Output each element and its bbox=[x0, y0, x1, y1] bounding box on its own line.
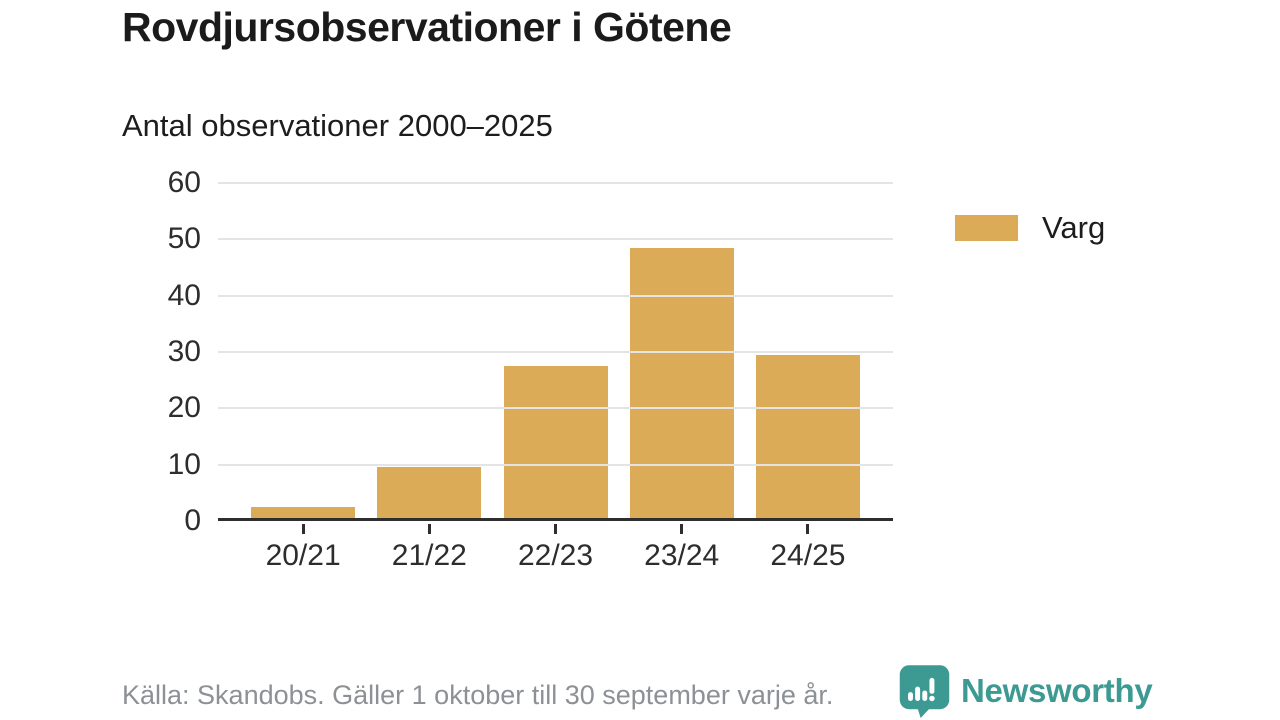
newsworthy-branding: Newsworthy bbox=[897, 663, 1153, 718]
x-slot-23/24: 23/24 bbox=[619, 524, 745, 573]
chart-title: Rovdjursobservationer i Götene bbox=[122, 4, 732, 50]
legend: Varg bbox=[955, 210, 1105, 246]
bar-23/24 bbox=[629, 247, 734, 518]
newsworthy-logo-icon bbox=[897, 663, 952, 718]
x-tick-21/22 bbox=[427, 524, 431, 534]
bar-24/25 bbox=[755, 354, 860, 518]
y-tick-label-40: 40 bbox=[167, 278, 201, 312]
bar-22/23 bbox=[503, 365, 608, 518]
bar-slot-22/23 bbox=[492, 183, 618, 518]
x-axis: 20/21 21/22 22/23 23/24 24/25 bbox=[218, 524, 893, 573]
newsworthy-wordmark: Newsworthy bbox=[961, 671, 1153, 709]
gridline-10 bbox=[218, 463, 893, 466]
bar-slot-24/25 bbox=[745, 183, 871, 518]
x-tick-20/21 bbox=[301, 524, 305, 534]
y-tick-label-0: 0 bbox=[184, 504, 201, 537]
y-tick-label-10: 10 bbox=[167, 447, 201, 481]
x-tick-23/24 bbox=[680, 524, 684, 534]
legend-label-varg: Varg bbox=[1042, 210, 1106, 245]
x-tick-label-20/21: 20/21 bbox=[265, 539, 341, 572]
bars-container bbox=[218, 183, 893, 518]
y-tick-label-20: 20 bbox=[167, 391, 201, 425]
bar-slot-21/22 bbox=[366, 183, 492, 518]
gridline-50 bbox=[218, 238, 893, 241]
bar-20/21 bbox=[251, 506, 356, 518]
x-slot-22/23: 22/23 bbox=[492, 524, 618, 573]
x-slot-21/22: 21/22 bbox=[366, 524, 492, 573]
chart-subtitle: Antal observationer 2000–2025 bbox=[122, 108, 553, 143]
gridline-60 bbox=[218, 182, 893, 184]
x-tick-24/25 bbox=[806, 524, 810, 534]
gridline-20 bbox=[218, 407, 893, 410]
source-note: Källa: Skandobs. Gäller 1 oktober till 3… bbox=[122, 680, 834, 710]
y-tick-label-50: 50 bbox=[167, 222, 201, 256]
y-tick-label-30: 30 bbox=[167, 335, 201, 368]
x-tick-label-23/24: 23/24 bbox=[644, 539, 720, 572]
gridline-30 bbox=[218, 351, 893, 353]
plot-area: 0 10 20 30 40 50 60 bbox=[168, 168, 893, 536]
bar-slot-20/21 bbox=[240, 183, 366, 518]
bar-21/22 bbox=[377, 467, 482, 518]
x-slot-20/21: 20/21 bbox=[240, 524, 366, 573]
gridline-40 bbox=[218, 294, 893, 297]
x-tick-label-22/23: 22/23 bbox=[517, 539, 594, 572]
x-slot-24/25: 24/25 bbox=[745, 524, 871, 573]
x-tick-label-24/25: 24/25 bbox=[770, 539, 846, 572]
x-tick-label-21/22: 21/22 bbox=[391, 539, 467, 572]
x-tick-22/23 bbox=[554, 524, 557, 534]
y-tick-label-60: 60 bbox=[167, 166, 201, 199]
bar-slot-23/24 bbox=[619, 183, 745, 518]
legend-swatch-varg bbox=[955, 215, 1018, 241]
